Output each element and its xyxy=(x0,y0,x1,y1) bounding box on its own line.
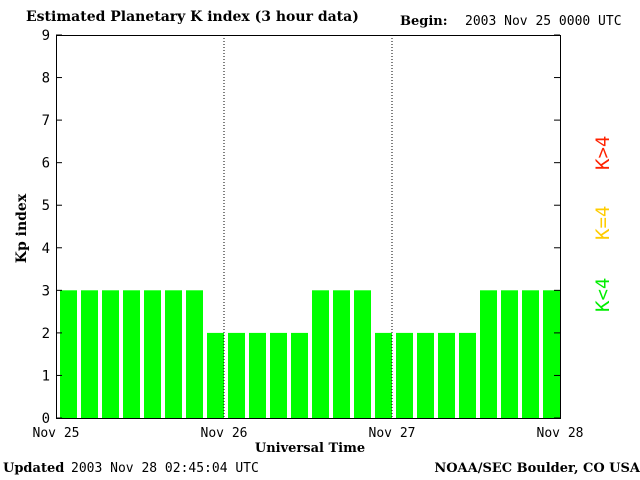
bars-group xyxy=(60,290,560,418)
updated-value: 2003 Nov 28 02:45:04 UTC xyxy=(71,461,259,476)
y-tick-label: 1 xyxy=(42,368,50,384)
kp-bar xyxy=(60,290,77,418)
kp-bar xyxy=(123,290,140,418)
kp-bar xyxy=(354,290,371,418)
y-tick-label: 0 xyxy=(42,411,50,427)
chart-title: Estimated Planetary K index (3 hour data… xyxy=(26,9,359,25)
kp-bar xyxy=(291,332,308,418)
x-tick-label: Nov 26 xyxy=(201,426,248,441)
kp-bar xyxy=(81,290,98,418)
x-tick-label: Nov 25 xyxy=(33,426,80,441)
kp-bar xyxy=(396,332,413,418)
kp-bar xyxy=(165,290,182,418)
y-tick-label: 2 xyxy=(42,326,50,342)
kp-bar xyxy=(333,290,350,418)
kp-bar xyxy=(522,290,539,418)
kp-bar xyxy=(417,332,434,418)
kp-bar xyxy=(438,332,455,418)
kp-bar xyxy=(228,332,245,418)
kp-bar xyxy=(312,290,329,418)
kp-bar xyxy=(186,290,203,418)
kp-bar xyxy=(459,332,476,418)
kp-bar xyxy=(375,332,392,418)
kp-bar xyxy=(501,290,518,418)
kp-bar xyxy=(207,332,224,418)
y-axis-label: Kp index xyxy=(14,193,30,263)
x-tick-label: Nov 27 xyxy=(369,426,416,441)
updated-label: Updated xyxy=(3,461,65,476)
x-axis-label: Universal Time xyxy=(255,441,365,456)
kp-bar xyxy=(480,290,497,418)
y-tick-label: 8 xyxy=(42,71,50,87)
begin-label: Begin: xyxy=(400,14,448,29)
y-tick-label: 3 xyxy=(42,283,50,299)
y-tick-label: 4 xyxy=(42,241,50,257)
x-ticks: Nov 25 Nov 26 Nov 27 Nov 28 xyxy=(33,426,584,441)
y-tick-label: 9 xyxy=(42,28,50,44)
plot-frame xyxy=(56,35,561,419)
kp-bar xyxy=(144,290,161,418)
x-tick-label: Nov 28 xyxy=(537,426,584,441)
day-separators xyxy=(223,35,393,418)
y-tick-label: 6 xyxy=(42,156,50,172)
y-tick-label: 5 xyxy=(42,198,50,214)
y-tick-label: 7 xyxy=(42,113,50,129)
legend-item-k-gt-4: K>4 xyxy=(592,135,614,170)
begin-value: 2003 Nov 25 0000 UTC xyxy=(465,14,622,29)
kp-bar xyxy=(102,290,119,418)
kp-bar xyxy=(270,332,287,418)
kp-bar xyxy=(249,332,266,418)
legend-item-k-eq-4: K=4 xyxy=(592,205,614,240)
credit-text: NOAA/SEC Boulder, CO USA xyxy=(434,461,640,476)
y-ticks: 0 1 2 3 4 5 6 7 8 9 xyxy=(42,28,560,427)
legend-item-k-lt-4: K<4 xyxy=(592,277,614,312)
kp-bar xyxy=(543,290,560,418)
